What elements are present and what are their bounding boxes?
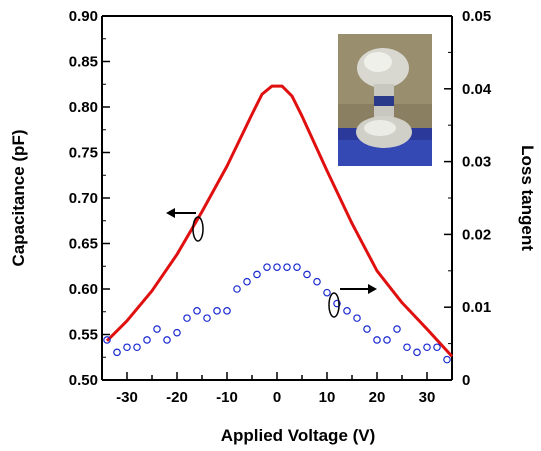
- left-arrow-head: [166, 208, 175, 218]
- y-right-tick-label: 0.04: [462, 81, 492, 98]
- y-right-tick-label: 0.05: [462, 8, 491, 25]
- y-left-tick-label: 0.50: [69, 372, 98, 389]
- loss-tangent-point: [123, 343, 131, 352]
- loss-tangent-point: [253, 270, 261, 279]
- loss-tangent-point: [213, 307, 221, 315]
- loss-tangent-point: [323, 288, 331, 297]
- y-left-tick-label: 0.90: [69, 8, 98, 25]
- annotation-left-arrow: [166, 208, 204, 242]
- loss-tangent-point: [443, 355, 451, 364]
- inset-photo-bottom-pad-highlight: [364, 120, 396, 136]
- loss-tangent-point: [433, 343, 441, 352]
- y-right-tick-label: 0.02: [462, 226, 491, 243]
- x-tick-label: -20: [166, 389, 188, 406]
- loss-tangent-point: [303, 270, 311, 279]
- loss-tangent-point: [173, 328, 181, 337]
- capacitance-series: [105, 84, 454, 358]
- loss-tangent-point: [353, 314, 361, 322]
- loss-tangent-point: [243, 277, 251, 286]
- y-left-tick-label: 0.65: [69, 236, 98, 253]
- loss-tangent-point: [343, 307, 351, 315]
- loss-tangent-point: [393, 325, 401, 333]
- loss-tangent-point: [223, 307, 231, 315]
- loss-tangent-point: [283, 263, 291, 271]
- loss-tangent-point: [233, 285, 241, 293]
- loss-tangent-point: [273, 263, 281, 271]
- left-annotation-ellipse: [192, 216, 204, 242]
- loss-tangent-point: [293, 263, 301, 271]
- y-left-tick-label: 0.55: [69, 327, 98, 344]
- loss-tangent-point: [363, 325, 371, 333]
- x-tick-label: -10: [216, 389, 238, 406]
- loss-tangent-point: [133, 343, 141, 352]
- loss-tangent-point: [333, 299, 341, 308]
- y-left-tick-label: 0.75: [69, 145, 98, 162]
- tick-labels: -30 -20 -10 0 10 20 30 0.50 0.55 0.60 0.65 0.70 0.75…: [69, 8, 492, 406]
- y-right-tick-label: 0.01: [462, 299, 491, 316]
- loss-tangent-point: [403, 343, 411, 352]
- loss-tangent-point: [153, 325, 161, 333]
- y-left-axis-label: Capacitance (pF): [9, 130, 28, 267]
- y-left-tick-label: 0.85: [69, 54, 98, 71]
- x-tick-label: 10: [319, 389, 336, 406]
- inset-photo: [338, 34, 432, 166]
- y-right-tick-label: 0.03: [462, 154, 491, 171]
- y-left-tick-label: 0.80: [69, 99, 98, 116]
- y-left-tick-label: 0.60: [69, 281, 98, 298]
- capacitance-line: [105, 84, 454, 358]
- loss-tangent-point: [103, 336, 111, 344]
- x-axis-label: Applied Voltage (V): [221, 426, 376, 445]
- loss-tangent-point: [163, 336, 171, 344]
- loss-tangent-point: [313, 277, 321, 286]
- loss-tangent-point: [373, 336, 381, 344]
- inset-photo-top-pad-highlight: [364, 52, 392, 72]
- loss-tangent-point: [203, 314, 211, 322]
- loss-tangent-point: [383, 336, 391, 344]
- x-tick-label: 20: [369, 389, 386, 406]
- y-right-tick-label: 0: [462, 372, 470, 389]
- x-tick-label: 30: [419, 389, 436, 406]
- right-annotation-ellipse: [328, 292, 340, 318]
- inset-photo-stem-band: [374, 96, 394, 106]
- loss-tangent-point: [183, 314, 191, 322]
- right-arrow-head: [368, 284, 377, 294]
- annotation-right-arrow: [328, 284, 377, 318]
- loss-tangent-point: [263, 263, 271, 271]
- ticks: [101, 15, 453, 381]
- x-tick-label: 0: [273, 389, 281, 406]
- x-tick-label: -30: [116, 389, 138, 406]
- loss-tangent-point: [143, 336, 151, 344]
- y-right-axis-label: Loss tangent: [518, 145, 537, 251]
- y-left-tick-label: 0.70: [69, 190, 98, 207]
- loss-tangent-point: [413, 348, 421, 357]
- loss-tangent-point: [423, 343, 431, 352]
- loss-tangent-series: [103, 263, 451, 364]
- loss-tangent-point: [193, 307, 201, 315]
- loss-tangent-point: [113, 348, 121, 357]
